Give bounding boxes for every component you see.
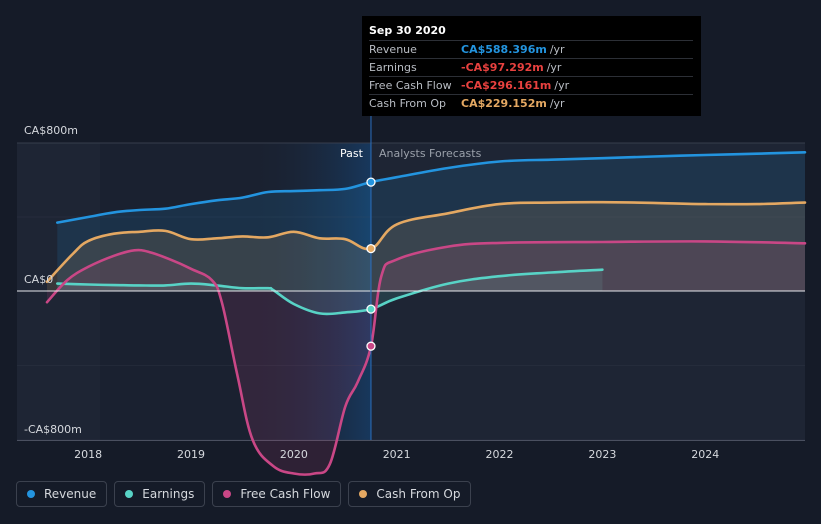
tooltip-unit: /yr [546,61,562,74]
tooltip-unit: /yr [549,43,565,56]
tooltip-value: -CA$296.161m [461,79,552,92]
tooltip-unit: /yr [549,97,565,110]
past-label: Past [340,147,364,160]
revenue-dot-icon [27,490,35,498]
tooltip: Sep 30 2020 Revenue CA$588.396m /yr Earn… [362,16,701,116]
x-tick-label: 2023 [588,448,616,461]
tooltip-row-cash-from-op: Cash From Op CA$229.152m /yr [369,94,693,112]
y-tick-label: -CA$800m [24,423,82,436]
earnings-dot-icon [125,490,134,498]
legend-label: Revenue [44,487,97,501]
x-tick-label: 2022 [486,448,514,461]
x-tick-label: 2019 [177,448,205,461]
legend-item-free-cash-flow[interactable]: Free Cash Flow [212,481,342,507]
tooltip-value: -CA$97.292m [461,61,544,74]
free-cash-flow-marker [366,341,376,351]
tooltip-unit: /yr [554,79,570,92]
cash-from-op-dot-icon [359,490,368,498]
revenue-area [57,152,806,291]
legend-item-earnings[interactable]: Earnings [114,481,206,507]
legend-label: Free Cash Flow [240,487,331,501]
cash-from-op-area [47,202,805,291]
y-tick-label: CA$0 [24,273,53,286]
earnings-line [56,268,604,316]
tooltip-value: CA$229.152m [461,97,547,110]
tooltip-date: Sep 30 2020 [369,24,446,37]
revenue-marker [366,177,376,187]
tooltip-label: Cash From Op [369,97,447,110]
cash-from-op-marker [366,243,376,254]
y-tick-label: CA$800m [24,124,78,137]
tooltip-value: CA$588.396m [461,43,547,56]
x-tick-label: 2021 [383,448,411,461]
legend-item-revenue[interactable]: Revenue [16,481,108,507]
x-tick-label: 2024 [691,448,719,461]
tooltip-row-free-cash-flow: Free Cash Flow -CA$296.161m /yr [369,76,693,94]
legend: Revenue Earnings Free Cash Flow Cash Fro… [16,481,472,507]
tooltip-label: Earnings [369,61,417,74]
legend-label: Earnings [142,487,195,501]
legend-label: Cash From Op [376,487,461,501]
tooltip-label: Revenue [369,43,417,56]
forecast-label: Analysts Forecasts [379,147,482,160]
cash-from-op-line [45,200,807,284]
tooltip-row-earnings: Earnings -CA$97.292m /yr [369,58,693,76]
free-cash-flow-line [45,240,807,476]
free-cash-flow-dot-icon [223,490,232,498]
legend-item-cash-from-op[interactable]: Cash From Op [348,481,472,507]
free-cash-flow-area [47,241,805,475]
earnings-marker [366,304,376,314]
tooltip-label: Free Cash Flow [369,79,452,92]
revenue-line [56,151,807,224]
x-tick-label: 2018 [74,448,102,461]
x-tick-label: 2020 [280,448,308,461]
tooltip-row-revenue: Revenue CA$588.396m /yr [369,40,693,58]
